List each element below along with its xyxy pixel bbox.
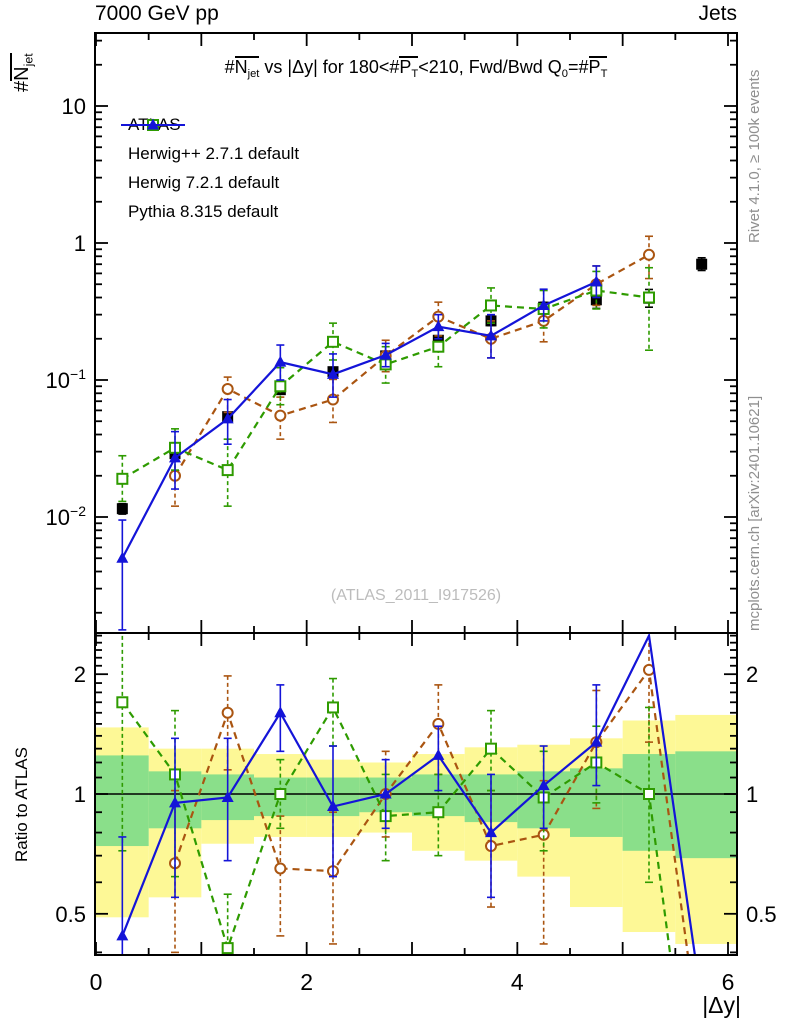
svg-text:2: 2: [74, 662, 86, 687]
data-point-triangle-filled: [537, 298, 550, 310]
series-atlas: [116, 256, 708, 515]
y-axis-label: #Njet: [10, 53, 36, 92]
data-point-square-open: [221, 942, 234, 955]
data-point-square-filled: [432, 334, 444, 346]
data-point-triangle-filled: [221, 412, 234, 424]
svg-text:10: 10: [62, 94, 86, 119]
data-point-triangle-filled: [590, 275, 603, 287]
svg-text:10−2: 10−2: [46, 503, 87, 530]
data-point-square-open: [432, 340, 445, 353]
svg-text:6: 6: [722, 969, 735, 995]
legend-item: Pythia 8.315 default: [118, 118, 299, 222]
axis-tick-labels: 0 2 4 6 10 1 10−1 10−2 2 2 1 1 0.5 0.5: [46, 94, 777, 995]
data-point-triangle-filled: [484, 826, 497, 838]
svg-text:4: 4: [511, 969, 524, 995]
data-point-circle-open: [221, 706, 234, 719]
series-line: [121, 701, 672, 955]
svg-text:0.5: 0.5: [746, 902, 777, 927]
data-point-triangle-filled: [116, 929, 129, 941]
data-point-square-open: [221, 464, 234, 477]
svg-text:0: 0: [90, 969, 103, 995]
series-line: [121, 633, 697, 955]
data-point-square-open: [326, 335, 339, 348]
plot-title: #Njet vs |Δy| for 180<#PT<210, Fwd/Bwd Q…: [224, 56, 608, 80]
series-line: [121, 289, 650, 480]
svg-text:0.5: 0.5: [55, 902, 86, 927]
legend-item: Herwig++ 2.7.1 default: [118, 119, 300, 164]
data-point-circle-open: [642, 248, 655, 261]
data-point-square-open: [432, 806, 445, 819]
series-herwig-7-2-1-default: [116, 266, 655, 507]
data-point-square-open: [274, 788, 287, 800]
green-band-segment: [675, 751, 737, 859]
data-point-triangle-filled: [537, 779, 550, 791]
x-axis-label: |Δy|: [702, 992, 741, 1018]
series-pythia-8-315-default: [116, 265, 603, 631]
series-line: [121, 280, 597, 559]
axis-ticks: [95, 33, 737, 955]
data-point-square-open: [274, 380, 287, 393]
svg-text:2: 2: [746, 662, 758, 687]
svg-text:1: 1: [746, 782, 758, 807]
data-point-triangle-filled: [116, 551, 129, 563]
data-point-square-open: [326, 701, 339, 714]
data-point-triangle-filled: [274, 706, 287, 718]
data-point-triangle-filled: [168, 796, 181, 808]
legend-label: Herwig 7.2.1 default: [128, 173, 280, 192]
header-analysis-group: Jets: [698, 2, 737, 25]
data-point-circle-open: [221, 382, 234, 395]
data-point-triangle-filled: [379, 348, 392, 360]
data-point-circle-open: [274, 409, 287, 422]
data-point-circle-open: [274, 862, 287, 875]
data-point-triangle-filled: [590, 735, 603, 747]
data-point-triangle-filled: [326, 367, 339, 379]
data-point-square-open: [484, 742, 497, 755]
legend-item: Herwig 7.2.1 default: [118, 119, 299, 193]
ratio-y-axis-label: Ratio to ATLAS: [12, 747, 31, 862]
data-point-square-filled: [116, 503, 128, 515]
svg-text:2: 2: [300, 969, 313, 995]
data-point-triangle-filled: [432, 320, 445, 332]
data-point-triangle-filled: [432, 748, 445, 760]
legend-label: Herwig++ 2.7.1 default: [128, 144, 300, 163]
series-pythia-8-315-default: [116, 633, 697, 955]
svg-text:10−1: 10−1: [46, 366, 87, 393]
data-point-triangle-filled: [168, 451, 181, 463]
data-point-square-open: [642, 291, 655, 304]
data-point-triangle-filled: [379, 787, 392, 799]
data-point-square-open: [116, 472, 129, 485]
mcplots-reference-note: mcplots.cern.ch [arXiv:2401.10621]: [746, 395, 763, 631]
header-beam: 7000 GeV pp: [95, 2, 219, 25]
legend-marker-triangle-filled: [121, 118, 185, 130]
analysis-id-watermark: (ATLAS_2011_I917526): [330, 587, 502, 604]
svg-text:1: 1: [74, 231, 86, 256]
data-point-square-open: [116, 696, 129, 709]
data-point-square-open: [642, 788, 655, 800]
svg-text:1: 1: [74, 782, 86, 807]
data-point-triangle-filled: [484, 329, 497, 341]
data-point-square-filled: [696, 258, 708, 270]
series-line: [174, 253, 650, 477]
legend-label: Pythia 8.315 default: [128, 202, 279, 221]
data-point-triangle-filled: [274, 355, 287, 367]
data-point-triangle-filled: [221, 790, 234, 802]
rivet-version-note: Rivet 4.1.0, ≥ 100k events: [746, 69, 763, 243]
series-herwig-2-7-1-default: [168, 235, 655, 507]
data-point-square-open: [484, 299, 497, 312]
data-point-triangle-filled: [326, 800, 339, 812]
